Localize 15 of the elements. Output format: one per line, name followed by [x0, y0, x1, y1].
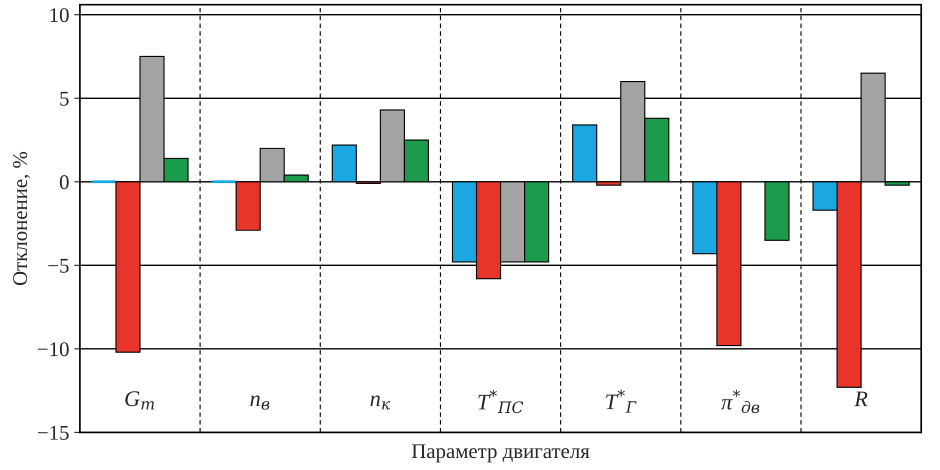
x-axis-title: Параметр двигателя — [412, 444, 590, 462]
y-tick-label: −10 — [38, 342, 69, 356]
y-tick-label: −5 — [48, 258, 69, 273]
x-tick-label: G$_{т}$ — [125, 391, 154, 410]
x-tick-label: T$^{*}$$_{Г}$ — [606, 390, 637, 413]
x-tick-label: R — [854, 392, 868, 406]
y-tick-label: 5 — [60, 92, 69, 106]
x-tick-label: n$_{в}$ — [250, 395, 270, 410]
y-tick-label: −15 — [38, 426, 69, 440]
x-tick-label: T$^{*}$$_{ПС}$ — [478, 390, 524, 414]
x-tick-label: π$^{*}$$_{дв}$ — [721, 390, 760, 414]
y-tick-label: 0 — [60, 175, 69, 190]
y-axis-title: Отклонение, % — [13, 152, 30, 286]
y-tick-label: 10 — [50, 8, 69, 22]
x-tick-label: n$_{к}$ — [370, 395, 390, 410]
